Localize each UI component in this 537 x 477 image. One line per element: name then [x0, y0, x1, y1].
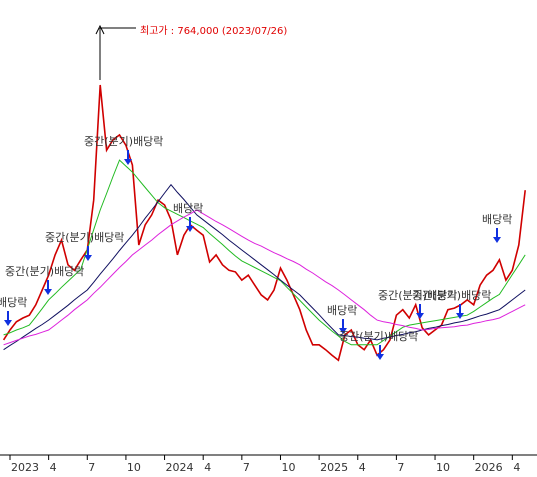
- dividend-arrowhead: [456, 313, 464, 319]
- high-arrowhead: [95, 24, 105, 35]
- x-tick-label: 2025: [320, 461, 348, 474]
- x-tick-label: 4: [359, 461, 366, 474]
- dividend-arrowhead: [4, 320, 12, 326]
- dividend-annotation: 배당락: [0, 296, 27, 309]
- x-tick-label: 7: [397, 461, 404, 474]
- x-tick-label: 7: [243, 461, 250, 474]
- x-tick-label: 10: [127, 461, 141, 474]
- x-tick-label: 4: [513, 461, 520, 474]
- series-line: [3, 183, 526, 351]
- dividend-annotation: 중간(분기)배당락: [5, 265, 84, 278]
- dividend-annotation: 중간(분기)배당락: [339, 330, 418, 343]
- series-line: [3, 209, 526, 346]
- x-tick-label: 2026: [475, 461, 503, 474]
- x-tick-label: 4: [50, 461, 57, 474]
- x-tick-label: 2024: [166, 461, 194, 474]
- dividend-arrowhead: [493, 237, 501, 243]
- dividend-annotation: 배당락: [327, 304, 357, 317]
- dividend-annotation: 중간(분기)배당락: [412, 289, 491, 302]
- high-annotation: 최고가 : 764,000 (2023/07/26): [140, 25, 287, 37]
- dividend-arrowhead: [44, 289, 52, 295]
- dividend-annotation: 배당락: [482, 213, 512, 226]
- dividend-arrowhead: [124, 159, 132, 165]
- dividend-annotation: 중간(분기)배당락: [84, 135, 163, 148]
- dividend-arrowhead: [84, 255, 92, 261]
- dividend-annotation: 중간(분기)배당락: [45, 231, 124, 244]
- dividend-arrowhead: [339, 328, 347, 334]
- dividend-arrowhead: [376, 354, 384, 360]
- dividend-arrowhead: [416, 313, 424, 319]
- x-tick-label: 2023: [11, 461, 39, 474]
- x-tick-label: 10: [436, 461, 450, 474]
- dividend-arrowhead: [186, 226, 194, 232]
- series-line: [2, 84, 526, 362]
- x-tick-label: 4: [204, 461, 211, 474]
- dividend-annotation: 배당락: [173, 202, 203, 215]
- x-tick-label: 10: [281, 461, 295, 474]
- series-line: [3, 159, 526, 346]
- dividend-annotation: 중간(분기)배당락: [378, 289, 457, 302]
- x-tick-label: 7: [88, 461, 95, 474]
